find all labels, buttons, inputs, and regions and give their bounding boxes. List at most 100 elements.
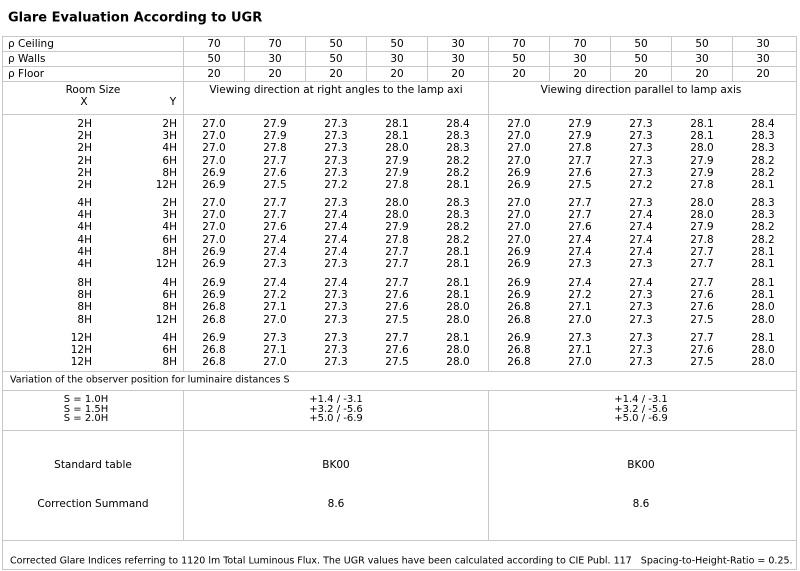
room-y: 6H xyxy=(162,154,177,167)
ugr-value: 27.1 xyxy=(263,301,287,314)
ugr-value: 27.7 xyxy=(690,245,714,258)
ugr-value: 27.0 xyxy=(202,117,226,130)
reflectance-value: 30 xyxy=(451,37,465,50)
ugr-value: 26.9 xyxy=(507,276,531,289)
reflectance-value: 50 xyxy=(512,52,526,65)
ugr-value: 27.5 xyxy=(568,178,592,191)
ugr-value: 27.4 xyxy=(629,245,653,258)
ugr-value: 28.3 xyxy=(751,142,775,155)
reflectance-value: 20 xyxy=(451,67,465,80)
room-y: 8H xyxy=(162,166,177,179)
room-x: 8H xyxy=(77,313,92,326)
room-y: 8H xyxy=(162,356,177,369)
reflectance-value: 30 xyxy=(451,52,465,65)
room-y: 12H xyxy=(155,178,177,191)
ugr-value: 28.2 xyxy=(751,233,775,246)
ugr-value: 27.5 xyxy=(690,313,714,326)
room-x: 4H xyxy=(77,221,92,234)
ugr-value: 27.1 xyxy=(568,301,592,314)
ugr-value: 26.9 xyxy=(202,257,226,270)
rule xyxy=(488,36,489,81)
ugr-value: 27.4 xyxy=(324,221,348,234)
ugr-value: 28.0 xyxy=(385,142,409,155)
ugr-value: 27.3 xyxy=(629,142,653,155)
ugr-value: 27.6 xyxy=(263,221,287,234)
ugr-value: 27.2 xyxy=(568,288,592,301)
row-value: 8.6 xyxy=(632,497,650,510)
ugr-value: 26.9 xyxy=(202,288,226,301)
ugr-value: 27.3 xyxy=(629,313,653,326)
room-x: 2H xyxy=(77,178,92,191)
ugr-value: 28.1 xyxy=(751,245,775,258)
ugr-value: 27.5 xyxy=(690,356,714,369)
ugr-value: 27.3 xyxy=(324,343,348,356)
ugr-value: 27.6 xyxy=(690,288,714,301)
ugr-value: 27.3 xyxy=(629,301,653,314)
variation-value: +3.2 / -5.6 xyxy=(309,403,363,415)
ugr-value: 26.8 xyxy=(202,343,226,356)
ugr-value: 26.9 xyxy=(202,331,226,344)
ugr-value: 28.3 xyxy=(446,142,470,155)
reflectance-value: 50 xyxy=(634,37,648,50)
ugr-value: 28.1 xyxy=(446,331,470,344)
ugr-value: 27.7 xyxy=(568,208,592,221)
rule xyxy=(2,540,797,541)
ugr-value: 28.0 xyxy=(751,343,775,356)
row-value: BK00 xyxy=(322,458,350,471)
ugr-value: 27.8 xyxy=(385,233,409,246)
ugr-value: 27.0 xyxy=(507,233,531,246)
ugr-value: 28.3 xyxy=(446,196,470,209)
rule xyxy=(796,36,797,570)
rule xyxy=(183,36,184,371)
ugr-value: 27.5 xyxy=(385,313,409,326)
reflectance-value: 20 xyxy=(634,67,648,80)
ugr-value: 28.1 xyxy=(690,129,714,142)
ugr-value: 27.9 xyxy=(385,221,409,234)
rule xyxy=(183,390,184,540)
ugr-value: 27.0 xyxy=(507,117,531,130)
reflectance-value: 50 xyxy=(634,52,648,65)
ugr-value: 28.1 xyxy=(446,178,470,191)
ugr-value: 28.0 xyxy=(751,313,775,326)
ugr-value: 27.7 xyxy=(385,257,409,270)
ugr-value: 28.1 xyxy=(385,117,409,130)
row-label: Standard table xyxy=(54,458,132,471)
ugr-value: 26.9 xyxy=(507,288,531,301)
reflectance-value: 20 xyxy=(512,67,526,80)
ugr-value: 27.3 xyxy=(324,331,348,344)
ugr-value: 28.2 xyxy=(751,221,775,234)
ugr-value: 27.4 xyxy=(324,245,348,258)
ugr-value: 27.3 xyxy=(629,343,653,356)
ugr-value: 28.1 xyxy=(751,178,775,191)
variation-title: Variation of the observer position for l… xyxy=(10,374,290,386)
reflectance-value: 20 xyxy=(390,67,404,80)
ugr-value: 27.3 xyxy=(629,129,653,142)
room-y: 4H xyxy=(162,221,177,234)
room-y: 6H xyxy=(162,288,177,301)
room-x: 2H xyxy=(77,142,92,155)
ugr-value: 26.9 xyxy=(507,166,531,179)
spacing-label: S = 1.5H xyxy=(63,403,109,415)
ugr-value: 27.2 xyxy=(324,178,348,191)
room-y: 3H xyxy=(162,208,177,221)
variation-value: +3.2 / -5.6 xyxy=(614,403,668,415)
ugr-value: 27.8 xyxy=(690,233,714,246)
ugr-value: 27.1 xyxy=(568,343,592,356)
ugr-value: 27.0 xyxy=(202,196,226,209)
ugr-value: 27.3 xyxy=(324,142,348,155)
room-size-header: Room Size xyxy=(65,83,121,96)
reflectance-value: 50 xyxy=(695,37,709,50)
ugr-value: 27.4 xyxy=(324,233,348,246)
ugr-value: 28.0 xyxy=(385,208,409,221)
ugr-value: 27.3 xyxy=(324,129,348,142)
row-label: Correction Summand xyxy=(37,497,149,510)
room-y: 8H xyxy=(162,301,177,314)
reflectance-value: 20 xyxy=(695,67,709,80)
ugr-value: 28.0 xyxy=(690,142,714,155)
footer-note: Corrected Glare Indices referring to 112… xyxy=(10,555,793,567)
rule xyxy=(671,36,672,81)
ugr-value: 27.0 xyxy=(507,208,531,221)
room-x: 2H xyxy=(77,129,92,142)
spacing-label: S = 1.0H xyxy=(63,394,109,405)
ugr-value: 27.0 xyxy=(202,221,226,234)
